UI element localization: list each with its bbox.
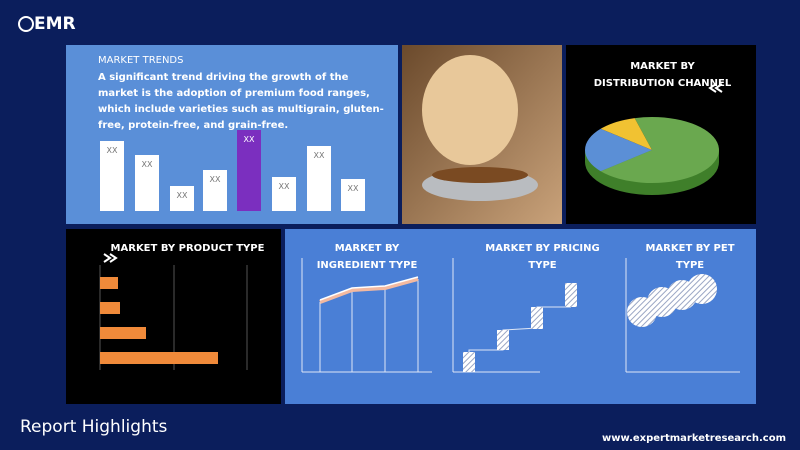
trend-bar (135, 155, 159, 211)
pricing-boxes (463, 283, 577, 372)
trend-bar-label: XX (244, 135, 255, 144)
footer-title: Report Highlights (20, 417, 168, 437)
pet-axes (625, 258, 740, 373)
trend-bar-label: XX (210, 175, 221, 184)
trend-bar (307, 146, 331, 211)
pricing-title: MARKET BY PRICING TYPE (485, 243, 600, 271)
logo: EMR (34, 14, 76, 34)
ingredient-title: MARKET BY INGREDIENT TYPE (316, 243, 418, 271)
pie-slice (600, 117, 719, 184)
ingredient-line (319, 277, 419, 304)
trend-bar (341, 179, 365, 211)
arrow-icon (103, 253, 118, 263)
trend-bar (170, 186, 194, 211)
trend-bar (272, 177, 296, 211)
pie-slice (585, 128, 652, 172)
logo-icon (18, 16, 34, 32)
dog-head (422, 55, 518, 165)
distribution-title: MARKET BY DISTRIBUTION CHANNEL (593, 61, 732, 89)
trend-bar-label: XX (142, 160, 153, 169)
trend-bar (100, 141, 124, 211)
trend-bar-label: XX (348, 184, 359, 193)
ingredient-axes (301, 258, 432, 373)
product-title: MARKET BY PRODUCT TYPE (110, 243, 265, 254)
trend-bar (237, 130, 261, 211)
trend-bar-label: XX (314, 151, 325, 160)
pie-slice (600, 118, 652, 150)
ingredient-panel (285, 229, 756, 404)
trend-bar (203, 170, 227, 211)
footer-url: www.expertmarketresearch.com (602, 433, 786, 444)
trends-title: MARKET TRENDS (98, 55, 184, 66)
kibble (432, 167, 528, 183)
trend-bars: XX XX XX XX XX XX XX XX (100, 130, 365, 211)
trend-bar-label: XX (279, 182, 290, 191)
ingredient-line-highlight (319, 276, 419, 301)
distribution-pie (585, 117, 719, 195)
trend-bar-label: XX (177, 191, 188, 200)
pet-title: MARKET BY PET TYPE (645, 243, 735, 271)
product-bars (100, 277, 218, 364)
trends-text: A significant trend driving the growth o… (98, 72, 384, 131)
trend-bar-label: XX (107, 146, 118, 155)
arrow-icon (708, 83, 723, 93)
pet-circles (627, 274, 717, 327)
